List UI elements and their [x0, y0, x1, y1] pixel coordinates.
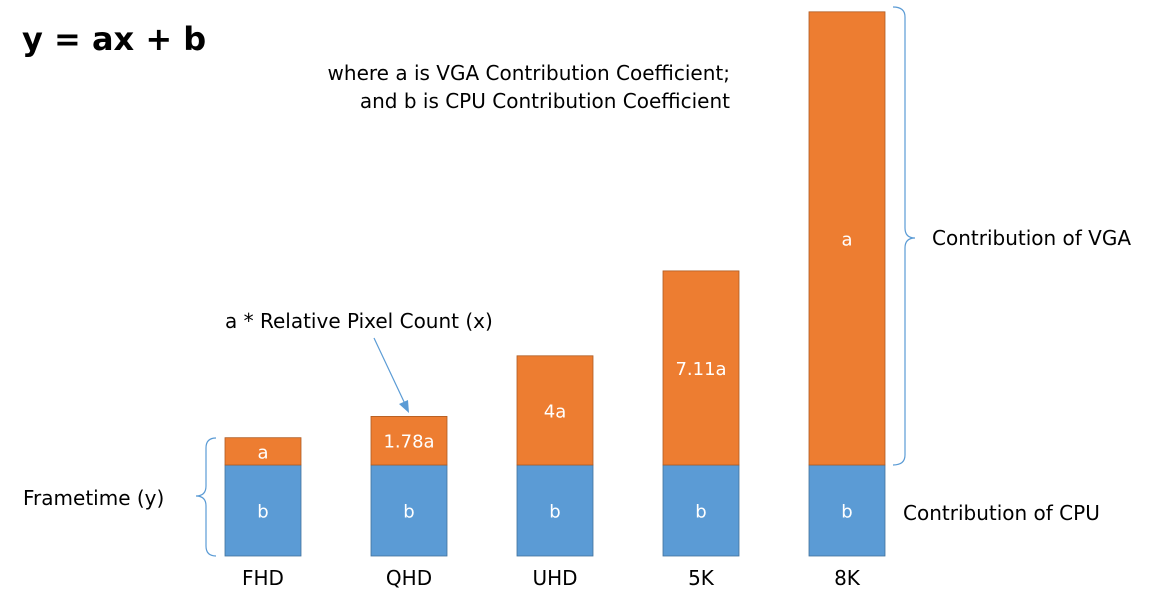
subtitle-line-1: where a is VGA Contribution Coefficient; [328, 61, 730, 85]
bar-label-cpu-uhd: b [549, 502, 560, 523]
bar-vga-uhd [516, 355, 594, 466]
category-label-5k: 5K [688, 566, 715, 590]
category-labels: FHD QHD UHD 5K 8K [242, 566, 861, 590]
pixel-count-callout: a * Relative Pixel Count (x) [225, 309, 493, 333]
bar-vga-qhd [370, 416, 448, 466]
vga-bracket [892, 6, 916, 466]
formula-title: y = ax + b [22, 20, 206, 58]
callout-arrowhead-icon [399, 400, 409, 413]
bar-label-vga-uhd: 4a [544, 401, 566, 422]
bars-group: b a b 1.78a b 4a b 7.11a b a [224, 11, 886, 557]
bar-label-cpu-5k: b [695, 502, 706, 523]
bar-vga-fhd [224, 437, 302, 466]
bar-label-vga-fhd: a [257, 442, 268, 463]
bar-label-vga-8k: a [841, 229, 852, 250]
bar-label-cpu-fhd: b [257, 502, 268, 523]
bar-vga-5k [662, 270, 740, 466]
category-label-uhd: UHD [532, 566, 577, 590]
cpu-contribution-label: Contribution of CPU [903, 501, 1100, 525]
bar-label-cpu-8k: b [841, 502, 852, 523]
category-label-qhd: QHD [386, 566, 432, 590]
bar-vga-8k [808, 11, 886, 466]
category-label-8k: 8K [834, 566, 861, 590]
bar-cpu-uhd [516, 464, 594, 557]
subtitle-line-2: and b is CPU Contribution Coefficient [360, 89, 730, 113]
frametime-label: Frametime (y) [23, 486, 164, 510]
vga-contribution-label: Contribution of VGA [932, 226, 1131, 250]
bar-label-vga-qhd: 1.78a [383, 432, 434, 453]
bar-label-vga-5k: 7.11a [675, 359, 726, 380]
bar-cpu-qhd [370, 464, 448, 557]
bar-cpu-fhd [224, 464, 302, 557]
frametime-bracket [195, 437, 217, 557]
callout-arrow-line [373, 337, 407, 407]
bar-label-cpu-qhd: b [403, 502, 414, 523]
bar-cpu-8k [808, 464, 886, 557]
category-label-fhd: FHD [242, 566, 284, 590]
bar-cpu-5k [662, 464, 740, 557]
